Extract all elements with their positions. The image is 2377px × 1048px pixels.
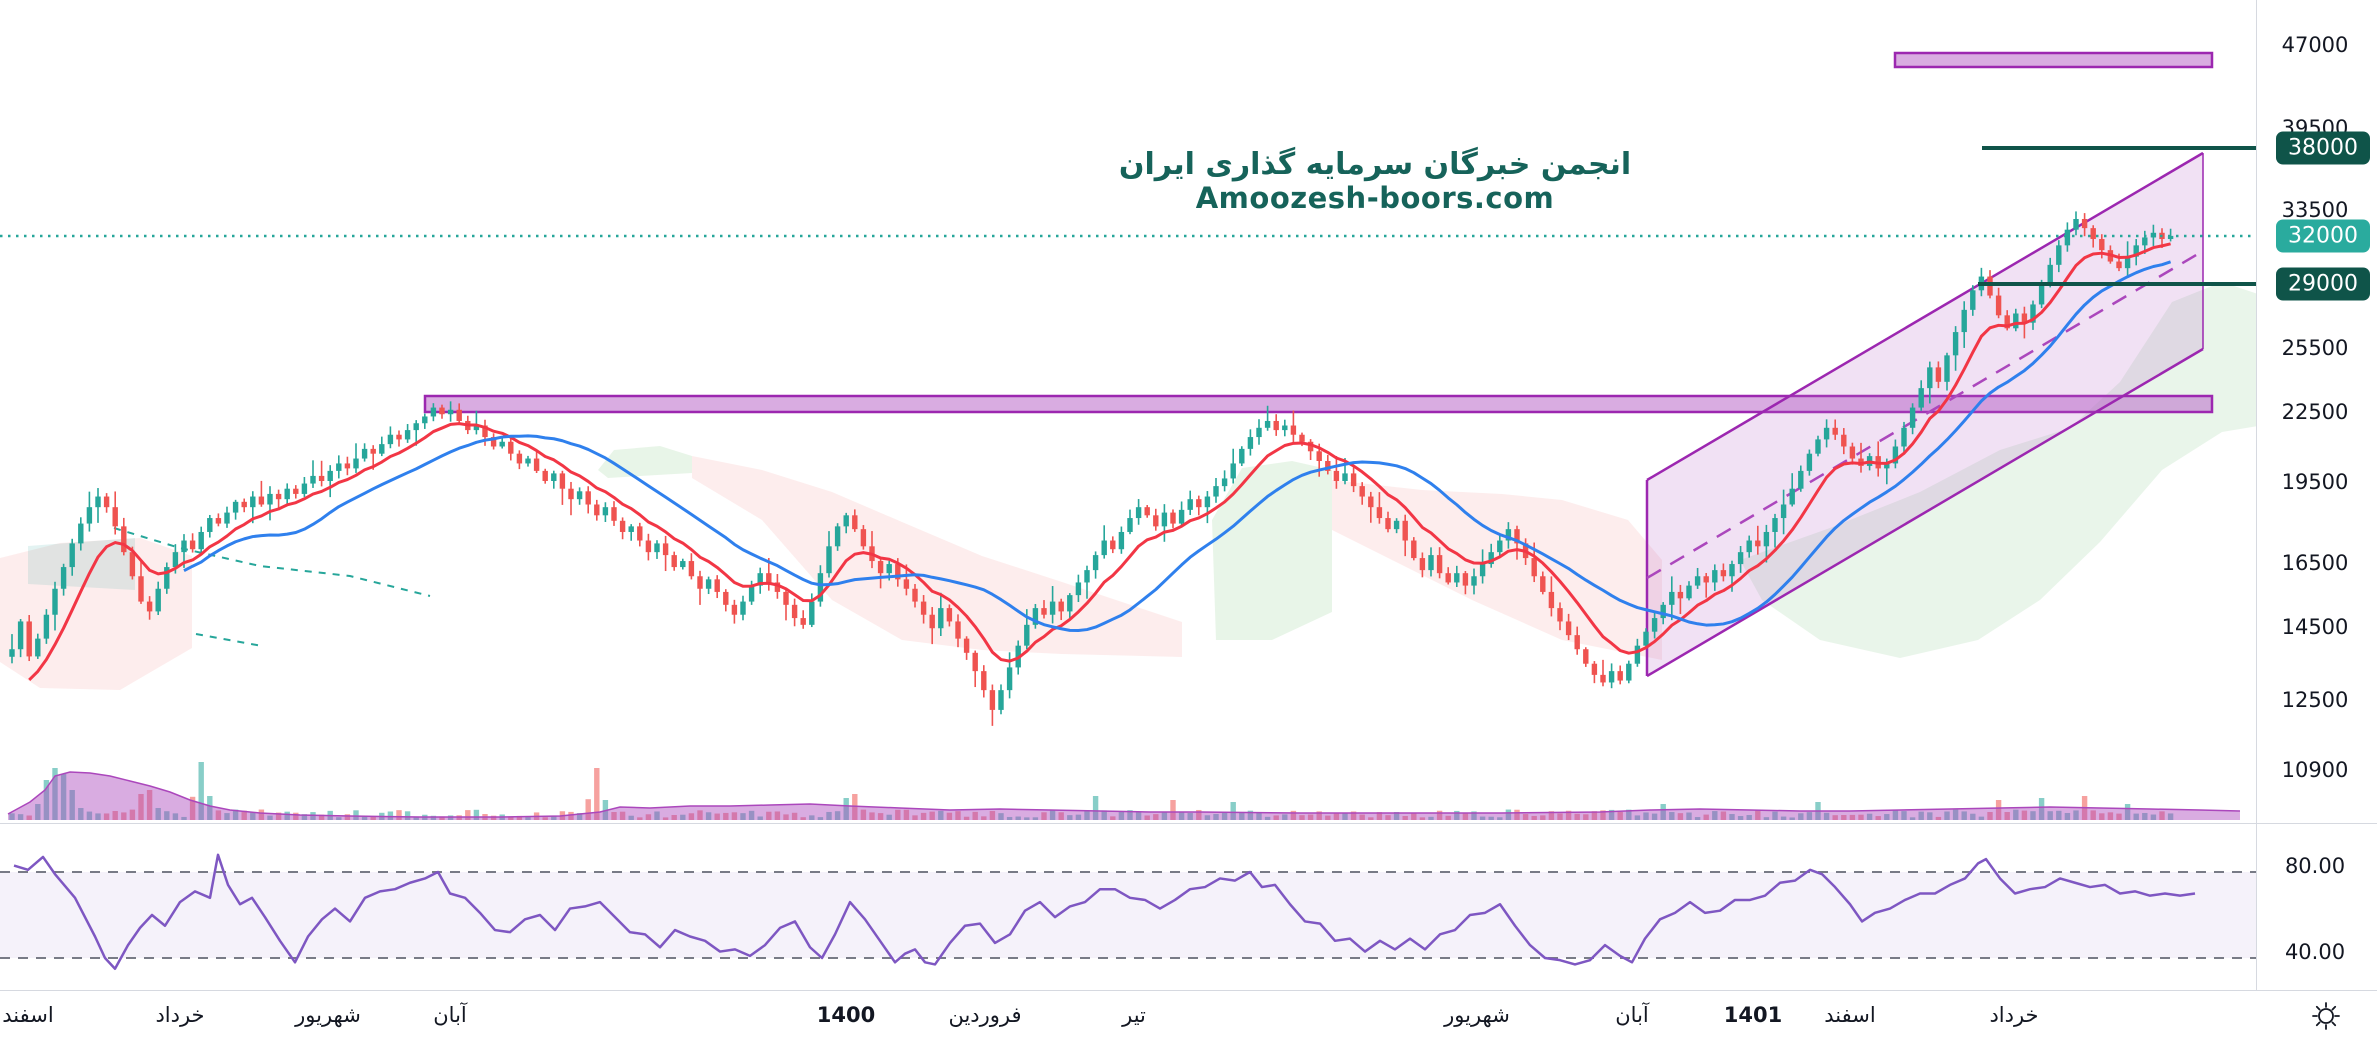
price-label-box-38000[interactable]: 38000 [2276, 131, 2370, 165]
rsi-band [0, 872, 2256, 958]
ichimoku-cloud [692, 456, 1182, 657]
sun-settings-icon[interactable] [2308, 998, 2344, 1034]
price-axis-divider [2256, 0, 2257, 990]
price-label-box-32000[interactable]: 32000 [2276, 219, 2370, 253]
ichimoku-cloud [28, 538, 135, 590]
price-axis-tick: 40.00 [2284, 940, 2346, 964]
ichimoku-cloud [1332, 480, 1662, 660]
time-axis-divider [0, 990, 2377, 991]
candles [9, 211, 2174, 726]
time-axis-label: شهریور [1444, 1003, 1510, 1027]
time-axis-label: اسفند [1824, 1003, 1876, 1027]
price-axis-tick: 22500 [2281, 400, 2349, 424]
ma-fast-line [28, 242, 2171, 681]
time-axis-label: فروردین [948, 1003, 1022, 1027]
time-axis-label: 1401 [1723, 1003, 1783, 1027]
price-axis-tick: 19500 [2281, 470, 2349, 494]
time-axis-label: خرداد [1989, 1003, 2039, 1027]
resistance-zone-rect[interactable] [1893, 51, 2214, 69]
chikou-span [113, 527, 431, 597]
ma-slow-line [183, 260, 2172, 633]
ichimoku-cloud [1212, 461, 1332, 640]
volume-ma-area [8, 772, 2240, 820]
price-axis-tick: 33500 [2281, 198, 2349, 222]
price-label-box-29000[interactable]: 29000 [2276, 267, 2370, 301]
price-axis-tick: 14500 [2281, 615, 2349, 639]
channel-upper-line[interactable] [1646, 151, 2204, 482]
price-axis-tick: 80.00 [2284, 854, 2346, 878]
time-axis-label: 1400 [816, 1003, 876, 1027]
time-axis-label: اسفند [2, 1003, 54, 1027]
channel-lower-line[interactable] [1646, 347, 2204, 678]
price-axis-tick: 47000 [2281, 33, 2349, 57]
time-axis-label: خرداد [155, 1003, 205, 1027]
price-axis-tick: 12500 [2281, 688, 2349, 712]
price-axis-tick: 25500 [2281, 336, 2349, 360]
ichimoku-cloud [598, 446, 692, 478]
ichimoku-cloud [0, 538, 192, 690]
resistance-zone-rect[interactable] [423, 394, 2214, 414]
price-axis-tick: 16500 [2281, 551, 2349, 575]
chikou-span [195, 633, 263, 647]
rsi-line [13, 853, 2196, 970]
time-axis-label: آبان [1615, 1003, 1649, 1027]
price-axis-tick: 10900 [2281, 758, 2349, 782]
ichimoku-cloud [1740, 282, 2282, 658]
pane-divider-rsi[interactable] [0, 823, 2377, 824]
time-axis-label: شهریور [295, 1003, 361, 1027]
time-axis-label: آبان [433, 1003, 467, 1027]
volume-ma-line [7, 771, 2241, 818]
time-axis-label: تیر [1122, 1003, 1146, 1027]
time-axis[interactable] [0, 991, 2377, 1048]
volume-bars [9, 762, 2174, 820]
price-axis[interactable] [2256, 0, 2377, 990]
